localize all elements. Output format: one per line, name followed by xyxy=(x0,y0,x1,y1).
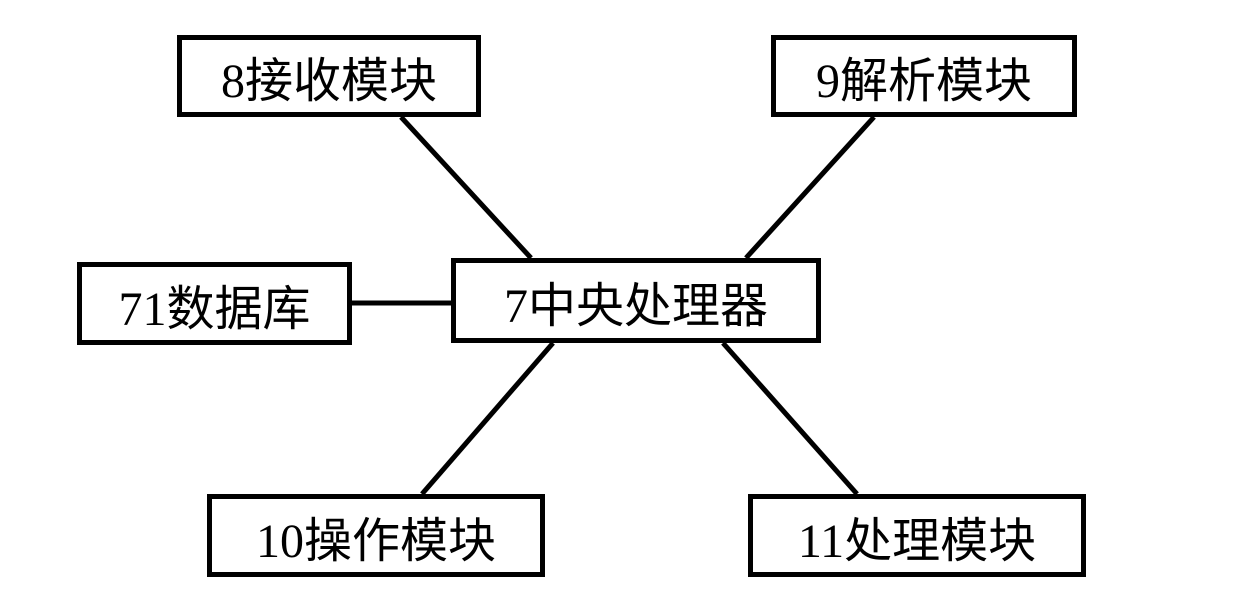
node-label: 8接收模块 xyxy=(221,41,437,111)
node-label: 10操作模块 xyxy=(256,501,496,571)
edge-line xyxy=(723,343,857,494)
edge-line xyxy=(401,117,531,258)
node-operation-module: 10操作模块 xyxy=(207,494,545,577)
node-cpu: 7中央处理器 xyxy=(451,258,821,343)
node-label: 11处理模块 xyxy=(798,501,1036,571)
node-parse-module: 9解析模块 xyxy=(771,35,1077,117)
edge-line xyxy=(746,117,874,258)
node-label: 7中央处理器 xyxy=(504,266,768,336)
node-label: 9解析模块 xyxy=(816,41,1032,111)
node-process-module: 11处理模块 xyxy=(748,494,1086,577)
edge-line xyxy=(422,343,553,494)
node-label: 71数据库 xyxy=(118,269,310,339)
node-receive-module: 8接收模块 xyxy=(177,35,481,117)
node-database: 71数据库 xyxy=(77,262,352,345)
